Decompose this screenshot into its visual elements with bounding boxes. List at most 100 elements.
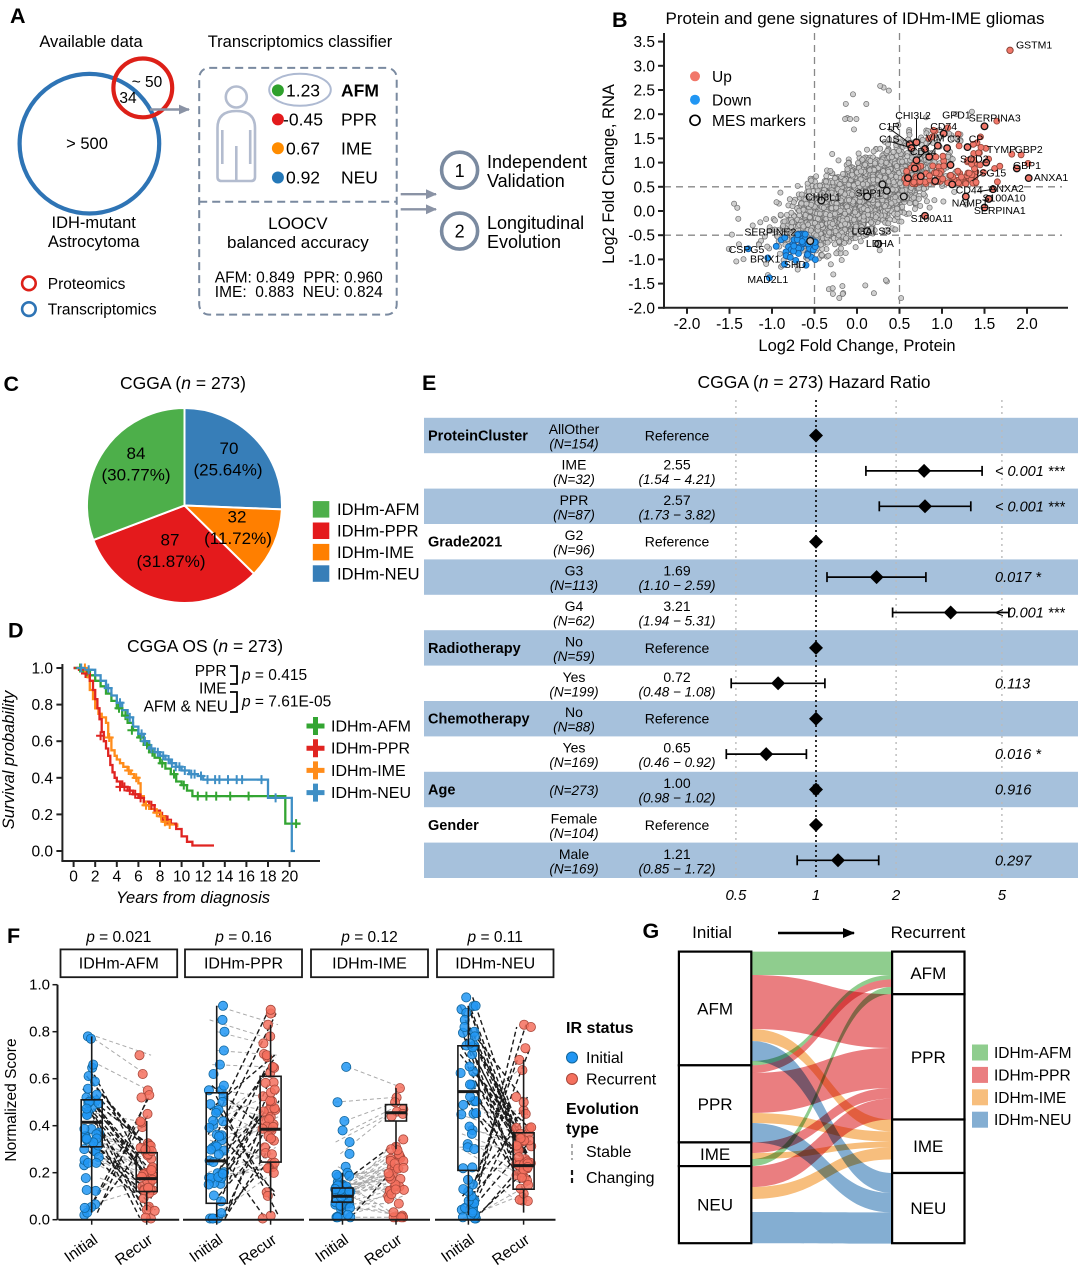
svg-text:Yes: Yes: [563, 669, 586, 685]
svg-text:0.0: 0.0: [633, 204, 655, 221]
svg-text:Reference: Reference: [645, 534, 710, 550]
svg-text:IME: IME: [199, 681, 227, 698]
svg-text:5: 5: [998, 887, 1007, 904]
svg-text:0: 0: [69, 869, 78, 886]
svg-text:Recurrent: Recurrent: [891, 923, 966, 942]
svg-text:(N=88): (N=88): [553, 720, 595, 735]
svg-text:Up: Up: [712, 69, 732, 86]
svg-text:-0.5: -0.5: [628, 228, 655, 245]
svg-text:Independent: Independent: [487, 152, 587, 172]
svg-text:IR status: IR status: [566, 1020, 634, 1037]
svg-text:Reference: Reference: [645, 817, 710, 833]
svg-text:8: 8: [156, 869, 165, 886]
svg-text:IDHm-PPR: IDHm-PPR: [204, 956, 283, 973]
svg-text:0.8: 0.8: [29, 1024, 50, 1041]
svg-text:CSPG5: CSPG5: [729, 244, 765, 256]
svg-text:GBP1: GBP1: [1013, 160, 1041, 172]
svg-text:No: No: [565, 704, 583, 720]
svg-text:-1.0: -1.0: [759, 316, 786, 333]
svg-text:IME: 0.883 NEU: 0.824: IME: 0.883 NEU: 0.824: [215, 284, 383, 301]
svg-text:GBP2: GBP2: [1015, 144, 1043, 156]
svg-text:Initial: Initial: [312, 1231, 351, 1265]
svg-text:MAD2L1: MAD2L1: [747, 274, 788, 286]
svg-text:(N=87): (N=87): [553, 507, 595, 522]
svg-text:SERPINE2: SERPINE2: [744, 226, 796, 238]
svg-text:Survival probability: Survival probability: [0, 689, 18, 829]
svg-text:0.65: 0.65: [663, 740, 690, 756]
svg-text:3.21: 3.21: [663, 598, 690, 614]
svg-text:Evolution: Evolution: [487, 232, 561, 252]
svg-text:0.8: 0.8: [31, 697, 53, 714]
svg-text:PPR: PPR: [911, 1048, 946, 1067]
svg-text:(N=59): (N=59): [553, 649, 595, 664]
svg-text:ANXA1: ANXA1: [1034, 172, 1069, 184]
svg-text:B: B: [612, 8, 628, 32]
svg-text:G2: G2: [565, 527, 584, 543]
svg-text:-1.0: -1.0: [628, 252, 655, 269]
svg-text:IDHm-NEU: IDHm-NEU: [337, 565, 420, 583]
svg-text:(0.85 − 1.72): (0.85 − 1.72): [639, 861, 716, 876]
svg-text:1.00: 1.00: [663, 775, 690, 791]
svg-text:IDHm-AFM: IDHm-AFM: [79, 956, 159, 973]
svg-text:(N=154): (N=154): [549, 437, 598, 452]
svg-text:PPR: PPR: [698, 1095, 733, 1114]
svg-text:E: E: [422, 371, 436, 395]
svg-text:> 500: > 500: [66, 135, 108, 153]
svg-text:(0.48 − 1.08): (0.48 − 1.08): [639, 684, 716, 699]
svg-text:Initial: Initial: [586, 1050, 623, 1067]
svg-text:Reference: Reference: [645, 640, 710, 656]
svg-text:Available data: Available data: [39, 33, 143, 51]
svg-text:(1.10 − 2.59): (1.10 − 2.59): [639, 578, 716, 593]
svg-text:Protein and gene signatures of: Protein and gene signatures of IDHm-IME …: [666, 9, 1045, 28]
svg-text:F: F: [7, 924, 20, 948]
svg-text:p = 0.11: p = 0.11: [467, 929, 523, 946]
svg-text:C3: C3: [947, 133, 961, 145]
svg-text:Stable: Stable: [586, 1144, 631, 1161]
svg-text:AFM: AFM: [341, 80, 379, 100]
svg-text:(30.77%): (30.77%): [102, 466, 171, 485]
svg-text:balanced accuracy: balanced accuracy: [227, 233, 369, 252]
svg-text:LOOCV: LOOCV: [268, 214, 328, 233]
svg-text:Years from diagnosis: Years from diagnosis: [116, 889, 270, 907]
svg-text:0.6: 0.6: [29, 1071, 50, 1088]
svg-text:(11.72%): (11.72%): [204, 529, 272, 548]
svg-text:34: 34: [119, 90, 137, 107]
svg-text:0.4: 0.4: [29, 1118, 50, 1135]
svg-text:3.5: 3.5: [633, 34, 655, 51]
svg-text:NEU: NEU: [910, 1199, 946, 1218]
svg-text:-0.45: -0.45: [283, 109, 323, 129]
svg-text:CGGA OS (n = 273): CGGA OS (n = 273): [127, 636, 283, 656]
svg-text:(31.87%): (31.87%): [137, 552, 206, 571]
svg-text:IDHm-IME: IDHm-IME: [337, 544, 414, 562]
svg-text:SERPINA3: SERPINA3: [969, 113, 1021, 125]
svg-text:type: type: [566, 1121, 599, 1138]
svg-text:Recur: Recur: [362, 1231, 406, 1265]
svg-text:2.55: 2.55: [663, 456, 690, 472]
svg-text:(N=32): (N=32): [553, 472, 595, 487]
svg-text:0.5: 0.5: [889, 316, 911, 333]
svg-text:< 0.001 ***: < 0.001 ***: [995, 464, 1066, 480]
svg-text:1.0: 1.0: [633, 155, 655, 172]
svg-text:0.0: 0.0: [29, 1212, 50, 1229]
svg-text:D: D: [8, 620, 24, 643]
svg-text:0.4: 0.4: [31, 770, 53, 787]
svg-text:-1.5: -1.5: [628, 276, 655, 293]
svg-text:1.5: 1.5: [633, 131, 655, 148]
svg-text:p = 0.12: p = 0.12: [340, 929, 397, 946]
svg-text:0.6: 0.6: [31, 734, 53, 751]
svg-text:(0.46 − 0.92): (0.46 − 0.92): [639, 755, 716, 770]
svg-text:(N=62): (N=62): [553, 614, 595, 629]
svg-text:6: 6: [134, 869, 143, 886]
svg-text:AFM: AFM: [697, 1000, 733, 1019]
svg-text:GPD1: GPD1: [942, 110, 971, 122]
svg-text:1.0: 1.0: [29, 977, 50, 994]
svg-text:2.0: 2.0: [633, 107, 655, 124]
svg-text:1.23: 1.23: [286, 80, 320, 100]
svg-text:C1R: C1R: [879, 121, 900, 133]
svg-text:0.916: 0.916: [995, 783, 1032, 799]
svg-text:(N=169): (N=169): [549, 755, 598, 770]
svg-text:SPP1: SPP1: [855, 188, 882, 200]
svg-text:IDHm-IME: IDHm-IME: [994, 1090, 1066, 1107]
svg-text:-2.0: -2.0: [674, 316, 701, 333]
svg-text:0.72: 0.72: [663, 669, 690, 685]
